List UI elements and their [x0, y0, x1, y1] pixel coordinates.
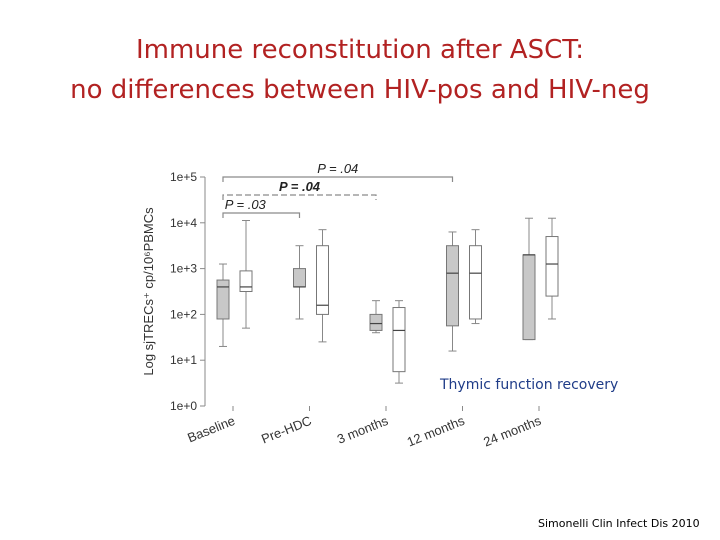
box-hiv-pos-iqr [522, 254, 536, 341]
y-tick-label: 1e+2 [170, 307, 197, 321]
box-hiv-pos-iqr [293, 268, 306, 288]
x-tick-label: Pre-HDC [259, 413, 314, 447]
title-line-2: no differences between HIV-pos and HIV-n… [70, 75, 650, 105]
citation: Simonelli Clin Infect Dis 2010 [538, 517, 700, 530]
title-line-1: Immune reconstitution after ASCT: [135, 35, 585, 65]
x-tick-label: 3 months [335, 413, 391, 447]
y-tick-label: 1e+5 [170, 170, 197, 184]
x-tick-label: 12 months [405, 413, 467, 450]
y-tick-label: 1e+1 [170, 353, 197, 367]
thymic-recovery-annotation: Thymic function recovery [440, 377, 619, 393]
box-hiv-neg-iqr [545, 236, 559, 297]
p-value-label: P = .03 [225, 197, 267, 212]
box-hiv-neg-iqr [239, 270, 253, 293]
significance-bracket [222, 212, 301, 218]
box-hiv-neg-iqr [469, 245, 482, 320]
slide-title: Immune reconstitution after ASCT: no dif… [0, 30, 720, 110]
box-hiv-neg-iqr [316, 245, 329, 315]
y-tick-label: 1e+0 [170, 399, 197, 413]
y-tick-label: 1e+3 [170, 262, 197, 276]
box-hiv-pos-iqr [446, 245, 459, 327]
box-hiv-pos-iqr [216, 279, 230, 320]
p-value-label: P = .04 [317, 161, 358, 176]
box-hiv-neg-iqr [392, 307, 406, 373]
y-tick-label: 1e+4 [170, 216, 197, 230]
x-tick-label: 24 months [481, 413, 543, 450]
y-axis-title: Log sjTRECs⁺ cp/10⁶PBMCs [141, 207, 156, 376]
significance-bracket [222, 176, 454, 182]
box-hiv-pos-iqr [369, 313, 383, 331]
p-value-label: P = .04 [279, 179, 321, 194]
significance-bracket [222, 194, 377, 200]
x-tick-label: Baseline [185, 413, 237, 446]
